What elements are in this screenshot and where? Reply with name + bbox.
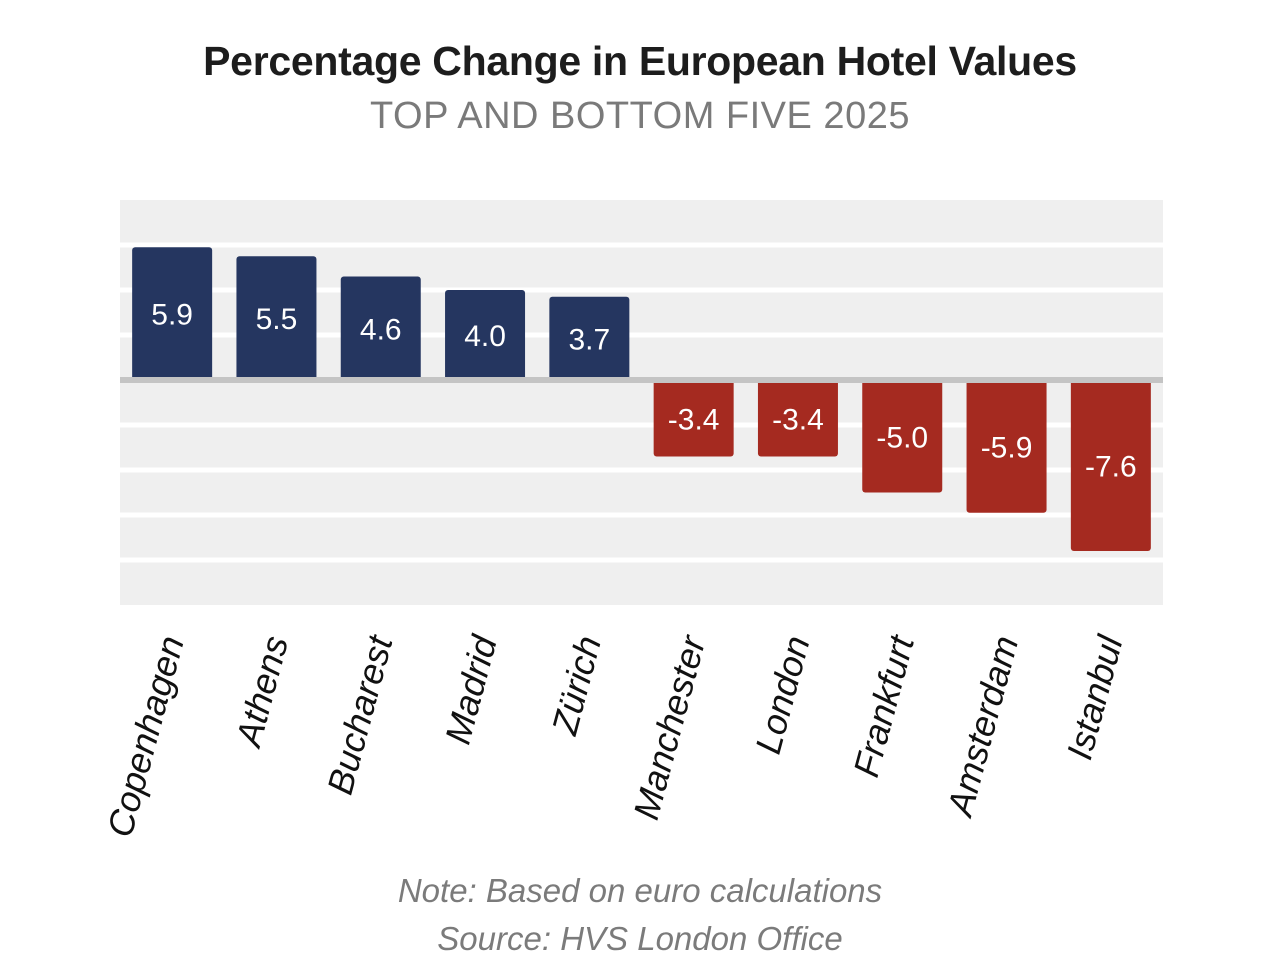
- category-axis: Copenhagen Athens Bucharest Madrid Zürich Man…: [99, 630, 1131, 842]
- bar-bucharest: [340, 276, 421, 380]
- value-label: 4.0: [464, 320, 506, 353]
- gridline: [120, 467, 1163, 473]
- value-label: -5.9: [981, 431, 1033, 464]
- bar-zürich: [549, 296, 630, 380]
- tick-label: Bucharest: [319, 630, 401, 799]
- tick-label: Madrid: [437, 631, 505, 749]
- chart-note: Note: Based on euro calculations: [397, 872, 883, 909]
- gridline: [120, 332, 1163, 338]
- bar-frankfurt: [862, 380, 943, 493]
- value-label: 5.9: [151, 299, 193, 332]
- zero-line: [120, 377, 1163, 383]
- value-label: 3.7: [568, 323, 610, 356]
- tick-label: London: [747, 631, 818, 758]
- tick-label: Amsterdam: [939, 631, 1027, 821]
- bar-copenhagen: [132, 247, 213, 380]
- gridline: [120, 422, 1163, 428]
- gridline: [120, 512, 1163, 518]
- value-label: -5.0: [876, 421, 928, 454]
- bar-amsterdam: [966, 380, 1047, 513]
- bar-chart: 5.9 5.5 4.6 4.0 3.7 -3.4 -3.4 -5.0 -5.9 -7.6 Cope…: [99, 200, 1163, 842]
- value-label: -7.6: [1085, 451, 1137, 484]
- bar-london: [757, 380, 838, 457]
- bar-madrid: [445, 290, 526, 380]
- tick-label: Copenhagen: [99, 631, 192, 841]
- gridline: [120, 242, 1163, 248]
- value-label: -3.4: [668, 403, 720, 436]
- chart-source: Source: HVS London Office: [437, 920, 843, 957]
- bar-series: [132, 247, 1151, 551]
- tick-label: Istanbul: [1058, 630, 1130, 763]
- bar-istanbul: [1070, 380, 1151, 551]
- chart-subtitle: TOP AND BOTTOM FIVE 2025: [370, 95, 910, 137]
- gridline: [120, 287, 1163, 293]
- bar-manchester: [653, 380, 734, 457]
- value-label: -3.4: [772, 403, 824, 436]
- chart-title: Percentage Change in European Hotel Valu…: [203, 38, 1077, 84]
- gridline: [120, 557, 1163, 563]
- tick-label: Frankfurt: [845, 630, 922, 782]
- value-label: 5.5: [256, 303, 298, 336]
- value-labels: 5.9 5.5 4.6 4.0 3.7 -3.4 -3.4 -5.0 -5.9 -7.6: [151, 299, 1136, 484]
- tick-label: Athens: [227, 631, 296, 752]
- bar-athens: [236, 256, 317, 380]
- value-label: 4.6: [360, 313, 402, 346]
- tick-label: Zürich: [543, 631, 609, 739]
- tick-label: Manchester: [625, 630, 714, 824]
- zero-axis: [120, 377, 1163, 383]
